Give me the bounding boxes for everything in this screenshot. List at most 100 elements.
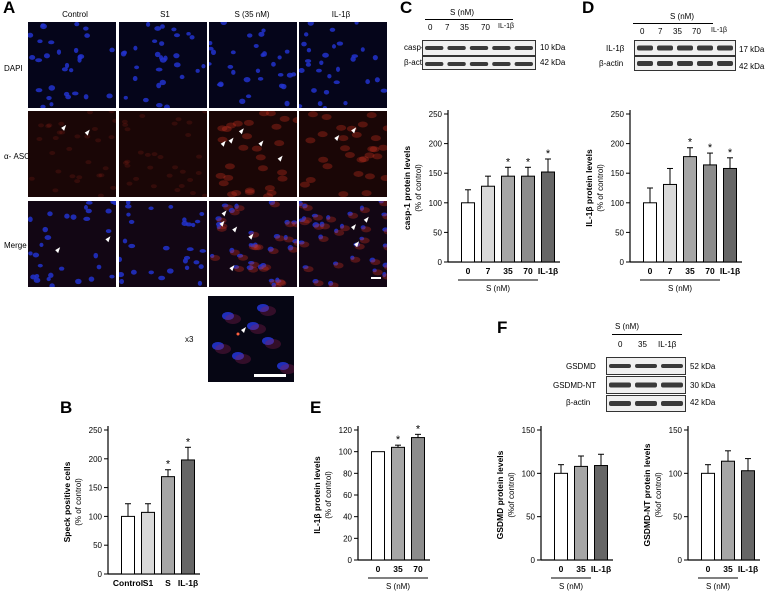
blot-f-strip-actin bbox=[606, 395, 686, 412]
asc-signal bbox=[271, 284, 282, 287]
nucleus bbox=[302, 203, 308, 209]
asc-signal bbox=[36, 136, 43, 141]
asc-signal bbox=[313, 280, 324, 287]
x-tick-label: 0 bbox=[376, 564, 381, 574]
micrograph-r0-c2 bbox=[209, 22, 297, 108]
nucleus bbox=[173, 33, 180, 38]
nucleus bbox=[146, 22, 151, 27]
asc-signal bbox=[364, 173, 375, 180]
asc-signal bbox=[292, 117, 297, 124]
nucleus bbox=[303, 32, 309, 37]
nucleus bbox=[126, 212, 131, 217]
chart-b-speck: 0 50 100 150 200 250 Speck positive cells (% of… bbox=[62, 426, 200, 588]
x-tick-label: 0 bbox=[559, 564, 564, 574]
nucleus bbox=[84, 33, 90, 38]
asc-signal bbox=[292, 221, 297, 228]
y-tick-label: 150 bbox=[669, 426, 683, 435]
bar bbox=[161, 476, 175, 575]
nucleus bbox=[166, 268, 174, 274]
blot-band bbox=[469, 62, 489, 66]
significance-star: * bbox=[186, 436, 191, 448]
asc-signal bbox=[157, 155, 164, 160]
asc-signal bbox=[243, 119, 254, 126]
y-tick-label: 100 bbox=[611, 199, 625, 208]
nucleus bbox=[360, 47, 365, 52]
nucleus bbox=[220, 22, 227, 26]
asc-signal bbox=[147, 165, 154, 170]
asc-signal bbox=[215, 172, 226, 179]
asc-signal bbox=[268, 248, 279, 255]
nucleus bbox=[37, 263, 43, 268]
nucleus bbox=[306, 48, 312, 53]
blot-d-lane-il1b: IL-1β bbox=[711, 27, 728, 34]
asc-signal bbox=[97, 193, 104, 197]
y-axis-title: IL-1β protein levels bbox=[312, 456, 322, 534]
asc-signal bbox=[263, 193, 274, 197]
nucleus bbox=[189, 35, 195, 40]
nucleus bbox=[28, 32, 34, 38]
blot-f-band-gsdmdnt: GSDMD-NT bbox=[553, 381, 597, 390]
bar bbox=[723, 167, 737, 263]
bar bbox=[501, 175, 515, 263]
blot-f-band-actin: β-actin bbox=[566, 398, 591, 407]
nucleus bbox=[112, 201, 116, 206]
asc-signal bbox=[56, 130, 63, 135]
asc-signal bbox=[124, 159, 131, 164]
asc-signal bbox=[269, 201, 280, 208]
asc-signal bbox=[302, 217, 313, 224]
column-label-s1: S1 bbox=[160, 10, 170, 19]
y-tick-label: 100 bbox=[522, 469, 536, 478]
asc-signal bbox=[338, 135, 349, 142]
asc-signal bbox=[320, 223, 331, 230]
nucleus bbox=[326, 215, 331, 220]
asc-signal bbox=[307, 111, 318, 118]
asc-signal bbox=[249, 261, 260, 268]
asc-signal bbox=[112, 118, 116, 123]
nucleus bbox=[93, 252, 99, 259]
nucleus bbox=[307, 22, 314, 26]
asc-signal bbox=[364, 152, 375, 159]
y-tick-label: 250 bbox=[611, 110, 625, 119]
nucleus bbox=[280, 83, 287, 90]
blot-d-kda-il1b: 17 kDa bbox=[739, 45, 765, 54]
nucleus bbox=[239, 98, 246, 105]
asc-signal bbox=[74, 134, 81, 139]
nucleus bbox=[33, 277, 41, 283]
y-tick-label: 150 bbox=[429, 169, 443, 178]
nucleus bbox=[299, 218, 306, 222]
micrograph-r1-c0 bbox=[28, 111, 116, 197]
y-tick-label: 100 bbox=[339, 448, 353, 457]
nucleus bbox=[164, 104, 170, 108]
nucleus bbox=[284, 49, 290, 54]
asc-signal bbox=[318, 235, 329, 242]
nucleus bbox=[40, 104, 46, 108]
blot-band bbox=[514, 46, 533, 50]
nucleus bbox=[317, 101, 323, 107]
asc-signal bbox=[359, 237, 370, 244]
nucleus bbox=[372, 268, 377, 273]
speck bbox=[236, 332, 240, 336]
row-label-asc: α- ASC bbox=[4, 152, 30, 161]
asc-signal bbox=[344, 151, 355, 158]
blot-d-strip-il1b bbox=[634, 40, 736, 56]
y-axis-subtitle: (%of control) bbox=[654, 472, 663, 518]
chart-f-gsdmd: 0 50 100 150 GSDMD protein levels (%of contro… bbox=[495, 426, 613, 591]
nucleus bbox=[173, 53, 180, 59]
asc-signal bbox=[274, 235, 285, 242]
nucleus bbox=[262, 337, 274, 345]
asc-signal bbox=[122, 160, 129, 165]
nucleus bbox=[319, 221, 325, 228]
arrowhead-icon bbox=[228, 137, 234, 144]
asc-signal bbox=[227, 191, 238, 197]
significance-star: * bbox=[166, 459, 171, 471]
y-tick-label: 120 bbox=[339, 426, 353, 435]
asc-signal bbox=[58, 121, 65, 126]
bar bbox=[643, 202, 657, 263]
nucleus bbox=[365, 79, 370, 85]
nucleus bbox=[128, 219, 135, 224]
asc-signal bbox=[151, 152, 158, 157]
nucleus bbox=[88, 276, 95, 282]
nucleus bbox=[183, 255, 191, 260]
y-axis-title: casp-1 protein levels bbox=[402, 146, 412, 230]
asc-signal bbox=[383, 264, 387, 270]
